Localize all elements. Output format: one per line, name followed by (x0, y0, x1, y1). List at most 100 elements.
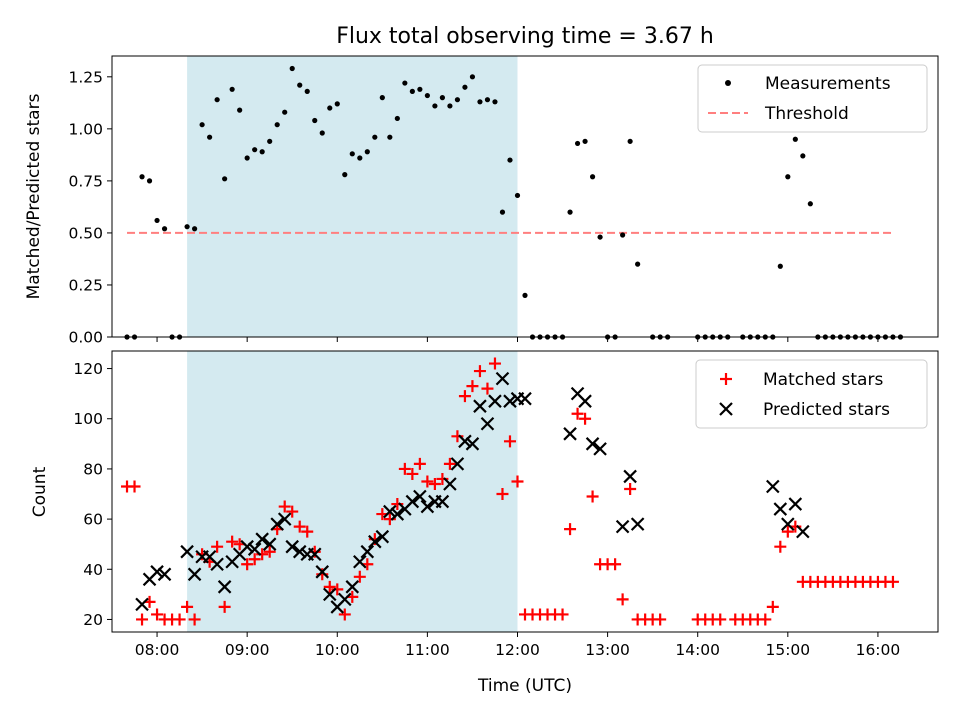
measurements-point (777, 263, 783, 269)
measurements-point (154, 217, 160, 224)
matched-stars-point (886, 575, 899, 588)
matched-stars-point (481, 382, 494, 395)
predicted-stars-point (315, 565, 330, 579)
matched-stars-point (616, 593, 629, 606)
measurements-point (567, 209, 573, 215)
predicted-stars-point (578, 394, 592, 408)
measurements-point (304, 88, 310, 94)
top-plot-frame (111, 55, 939, 338)
measurements-point (417, 86, 423, 92)
matched-stars-point (571, 407, 584, 420)
x-tick-label: 16:00 (856, 641, 901, 659)
predicted-stars-point (465, 437, 480, 451)
y-tick-label: 1.00 (68, 120, 103, 138)
matched-stars-point (241, 558, 254, 571)
measurements-point (319, 130, 325, 136)
measurements-point (342, 172, 348, 178)
measurements-point (514, 192, 521, 199)
predicted-stars-point (390, 507, 405, 521)
bottom-y-axis-label: Count (30, 466, 50, 517)
predicted-stars-point (277, 512, 292, 526)
y-tick-label: 40 (83, 561, 103, 579)
measurements-point (312, 117, 318, 124)
legend-measurements-marker (725, 80, 731, 86)
matched-stars-point (428, 477, 441, 490)
matched-stars-point (338, 608, 351, 621)
predicted-stars-point (285, 539, 299, 554)
x-tick-label: 08:00 (135, 641, 180, 659)
measurements-point (192, 226, 198, 232)
predicted-stars-point (615, 519, 630, 534)
matched-stars-point (173, 613, 186, 626)
matched-stars-point (766, 600, 779, 613)
predicted-stars-point (623, 469, 637, 484)
measurements-point (327, 105, 333, 111)
predicted-stars-point (420, 499, 435, 514)
x-tick-label: 14:00 (675, 641, 720, 659)
top-observing-window-shade (187, 56, 518, 337)
measurements-point (589, 174, 596, 180)
predicted-stars-point (240, 539, 254, 554)
top-data-marks (124, 65, 904, 340)
matched-stars-point (293, 520, 306, 533)
legend-matched-marker (720, 373, 732, 385)
y-tick-label: 120 (73, 360, 103, 378)
measurements-point (424, 92, 430, 99)
measurements-point (492, 99, 498, 105)
matched-stars-point (226, 535, 239, 548)
y-tick-label: 80 (83, 460, 103, 478)
matched-stars-point (458, 390, 471, 403)
measurements-point (222, 176, 228, 182)
measurements-point (627, 138, 633, 144)
measurements-point (635, 261, 641, 267)
predicted-stars-point (360, 544, 375, 559)
matched-stars-point (564, 523, 577, 536)
measurements-point (199, 122, 205, 128)
measurements-point (469, 74, 476, 80)
predicted-stars-point (458, 434, 472, 449)
matched-stars-point (609, 558, 622, 571)
predicted-stars-point (796, 524, 810, 539)
measurements-point (439, 95, 445, 101)
measurements-point (507, 157, 513, 163)
measurements-point (244, 155, 250, 161)
measurements-point (454, 97, 461, 103)
predicted-stars-point (345, 580, 360, 594)
measurements-point (349, 151, 355, 157)
matched-stars-point (556, 608, 569, 621)
bottom-axis-ticks: 08:00 09:00 10:00 11:00 12:00 13:00 14:00 15:00… (73, 360, 900, 659)
measurements-point (364, 149, 370, 155)
predicted-stars-point (255, 532, 269, 546)
matched-stars-point (398, 462, 411, 475)
matched-stars-point (286, 505, 299, 518)
measurements-point (792, 136, 798, 142)
top-panel: 0.00 0.25 0.50 0.75 1.00 1.25 Flux total obse… (24, 24, 939, 347)
matched-stars-point (278, 500, 291, 513)
matched-stars-point (323, 580, 336, 593)
matched-stars-point (488, 357, 501, 370)
matched-stars-point (654, 613, 667, 626)
bottom-plot-frame (111, 350, 939, 633)
predicted-stars-point (473, 399, 487, 413)
measurements-point (620, 232, 626, 238)
predicted-stars-point (383, 504, 397, 519)
measurements-point (252, 147, 258, 153)
matched-stars-point (421, 475, 434, 488)
matched-stars-point (353, 570, 366, 583)
bottom-legend-box (695, 359, 928, 429)
measurements-point (207, 134, 213, 140)
matched-stars-point (759, 613, 772, 626)
measurements-point (267, 138, 273, 144)
measurements-point (394, 115, 400, 122)
matched-stars-point (211, 540, 224, 553)
predicted-stars-point (217, 580, 232, 594)
predicted-stars-point (270, 517, 284, 531)
y-tick-label: 60 (83, 511, 103, 529)
matched-stars-point (443, 457, 456, 470)
measurements-point (447, 103, 453, 109)
measurements-point (289, 65, 295, 72)
predicted-stars-point (503, 394, 517, 408)
measurements-point (484, 97, 491, 103)
measurements-point (146, 178, 153, 184)
